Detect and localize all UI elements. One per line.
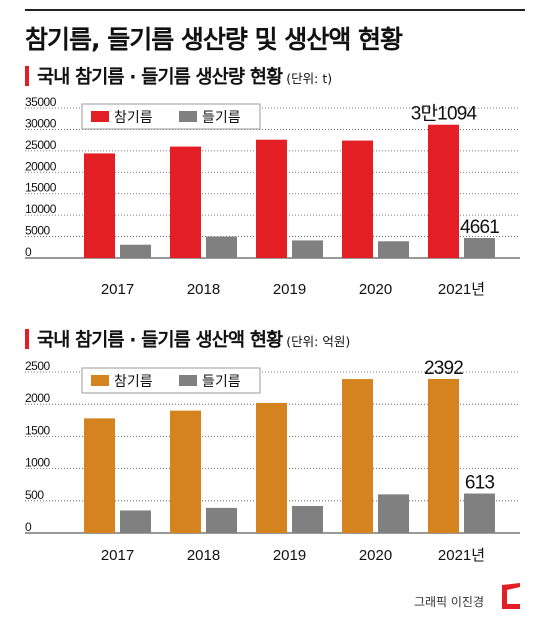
- production-volume-chart: 35000 30000 25000 20000 15000 10000 5000 0 2017 2…: [0, 96, 550, 306]
- chart2-unit: (단위: 억원): [286, 334, 351, 349]
- page-title: 참기름, 들기름 생산량 및 생산액 현황: [25, 25, 403, 54]
- y-tick-label: 20000: [25, 159, 57, 173]
- legend-swatch: [179, 111, 197, 122]
- bar-sesame: [170, 146, 201, 258]
- y-tick-label: 10000: [25, 202, 57, 216]
- bar-perilla: [464, 493, 495, 533]
- x-tick-label: 2019: [273, 547, 306, 564]
- y-tick-label: 25000: [25, 138, 57, 152]
- x-tick-label: 2020: [359, 281, 392, 298]
- x-tick-label: 2021년: [438, 281, 485, 298]
- chart2-title: 국내 참기름 · 들기름 생산액 현황: [37, 330, 283, 351]
- y-tick-label: 2000: [25, 391, 51, 405]
- bar-perilla: [292, 505, 323, 533]
- legend-swatch: [91, 111, 109, 122]
- data-label: 2392: [424, 358, 463, 379]
- chart1-title: 국내 참기름 · 들기름 생산량 현황: [37, 67, 283, 88]
- x-tick-label: 2021년: [438, 547, 485, 564]
- production-value-chart: 2500 2000 1500 1000 500 0 2017 2018 2019 2020 2021…: [0, 356, 550, 571]
- x-tick-label: 2017: [101, 281, 134, 298]
- y-tick-label: 0: [25, 245, 32, 259]
- section-marker: [25, 66, 29, 86]
- data-label: 4661: [460, 217, 499, 238]
- y-tick-label: 2500: [25, 359, 51, 373]
- chart1-title-block: 국내 참기름 · 들기름 생산량 현황 (단위: t): [25, 63, 332, 89]
- bar-perilla: [292, 240, 323, 258]
- bar-sesame: [170, 410, 201, 533]
- top-rule: [25, 9, 525, 11]
- y-tick-label: 1000: [25, 456, 51, 470]
- bar-perilla: [378, 241, 409, 258]
- bar-sesame: [428, 378, 459, 533]
- bar-sesame: [342, 379, 373, 533]
- x-tick-label: 2018: [187, 547, 220, 564]
- bar-sesame: [84, 153, 115, 258]
- legend-box: [81, 103, 261, 130]
- bar-perilla: [464, 238, 495, 258]
- bar-sesame: [342, 140, 373, 258]
- y-tick-label: 35000: [25, 96, 57, 109]
- data-label: 613: [465, 473, 495, 494]
- legend-label: 참기름: [114, 110, 153, 126]
- x-tick-label: 2020: [359, 547, 392, 564]
- section-marker: [25, 329, 29, 349]
- y-tick-label: 500: [25, 488, 44, 502]
- bar-perilla: [120, 244, 151, 258]
- data-label: 3만1094: [411, 103, 478, 125]
- x-tick-label: 2017: [101, 547, 134, 564]
- bar-perilla: [120, 510, 151, 533]
- bar-perilla: [206, 236, 237, 258]
- bar-sesame: [84, 418, 115, 533]
- bar-sesame: [256, 402, 287, 533]
- bar-perilla: [378, 494, 409, 533]
- graphic-credit: 그래픽 이진경: [413, 595, 484, 609]
- y-tick-label: 30000: [25, 116, 57, 130]
- x-tick-label: 2018: [187, 281, 220, 298]
- bar-perilla: [206, 507, 237, 533]
- chart2-title-block: 국내 참기름 · 들기름 생산액 현황 (단위: 억원): [25, 326, 350, 352]
- y-tick-label: 15000: [25, 181, 57, 195]
- legend-box: [81, 367, 261, 394]
- y-tick-label: 5000: [25, 224, 51, 238]
- y-tick-label: 1500: [25, 423, 51, 437]
- legend-label: 들기름: [202, 110, 241, 126]
- legend-swatch: [179, 375, 197, 386]
- x-tick-label: 2019: [273, 281, 306, 298]
- bar-sesame: [256, 139, 287, 258]
- legend-label: 들기름: [202, 374, 241, 390]
- production-volume-chart-svg: 35000 30000 25000 20000 15000 10000 5000 0 2017 2…: [25, 96, 520, 298]
- y-tick-label: 0: [25, 520, 32, 534]
- production-value-chart-svg: 2500 2000 1500 1000 500 0 2017 2018 2019 2020 2021…: [25, 358, 520, 564]
- logo-icon: [502, 583, 520, 609]
- chart1-unit: (단위: t): [286, 71, 333, 86]
- legend-label: 참기름: [114, 374, 153, 390]
- legend-swatch: [91, 375, 109, 386]
- bar-sesame: [428, 124, 459, 259]
